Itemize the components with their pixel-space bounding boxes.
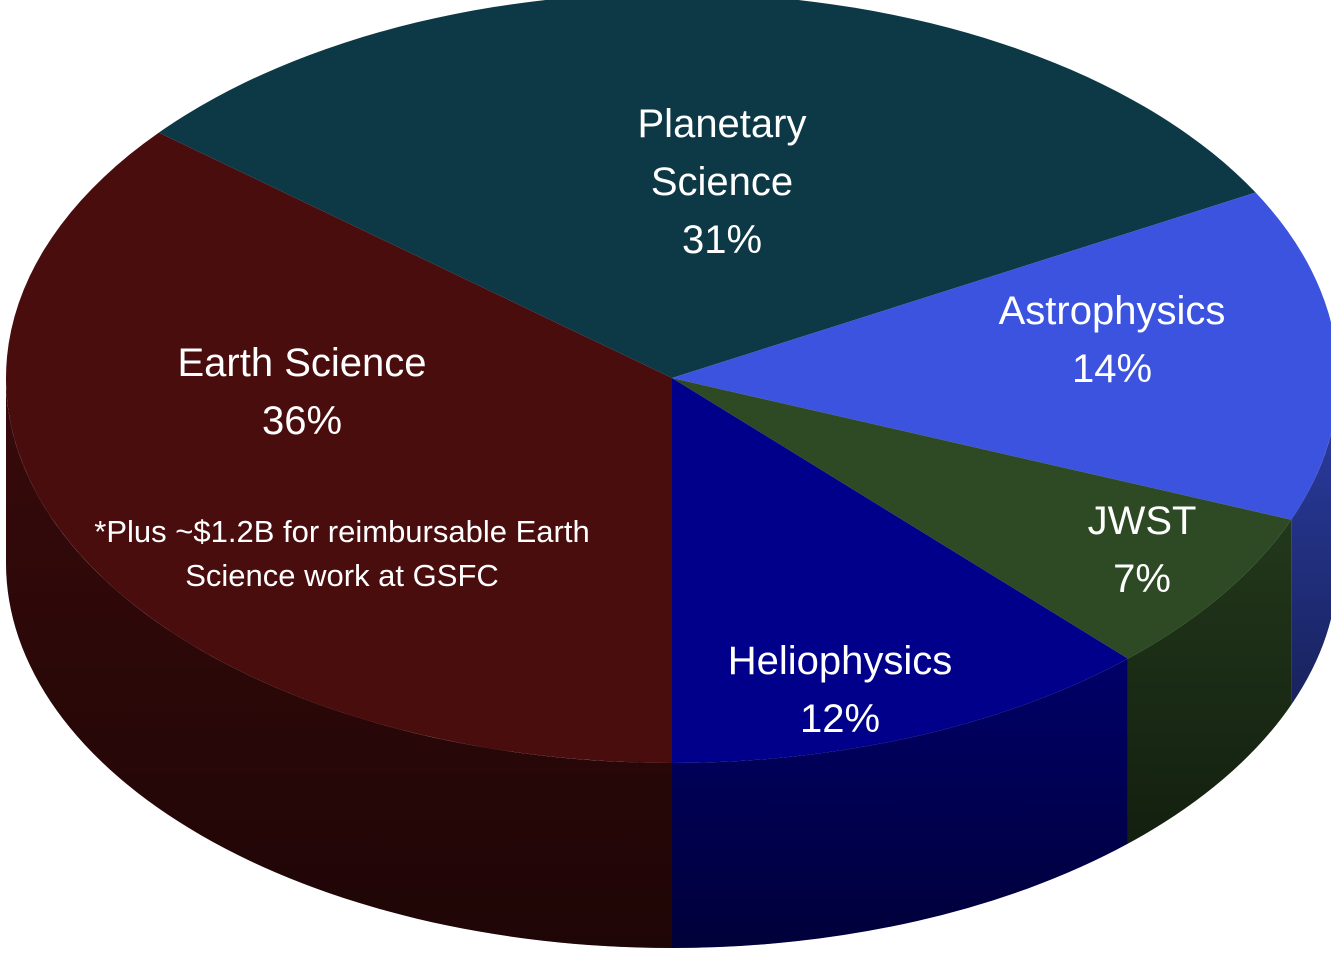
category-name: Heliophysics [727, 639, 953, 683]
value-label: 7% [1113, 557, 1171, 601]
value-label: 36% [261, 399, 343, 443]
slice-label: Earth Science 36% [92, 334, 512, 450]
annotation: *Plus ~$1.2B for reimbursable Earth Scie… [94, 514, 590, 593]
slice [672, 192, 1331, 520]
slice [158, 0, 1256, 378]
category-name: Planetary Science [637, 102, 807, 204]
value-label: 31% [681, 218, 763, 262]
category-name: Earth Science [177, 341, 427, 385]
slice-label: Heliophysics 12% [680, 632, 1000, 748]
category-name: Astrophysics [998, 289, 1226, 333]
slice-label: JWST 7% [1042, 492, 1242, 608]
side-shade [672, 658, 1128, 948]
slice [672, 378, 1128, 763]
value-label: 14% [1071, 347, 1153, 391]
side-shade [6, 378, 672, 948]
side-shade [1127, 519, 1292, 844]
slice-label: Astrophysics 14% [952, 282, 1272, 398]
category-name: JWST [1087, 499, 1197, 543]
side-shade [1291, 433, 1331, 705]
slice [672, 378, 1292, 659]
slice [5, 132, 672, 763]
value-label: 12% [799, 697, 881, 741]
slice-label: Planetary Science 31% [592, 95, 852, 269]
